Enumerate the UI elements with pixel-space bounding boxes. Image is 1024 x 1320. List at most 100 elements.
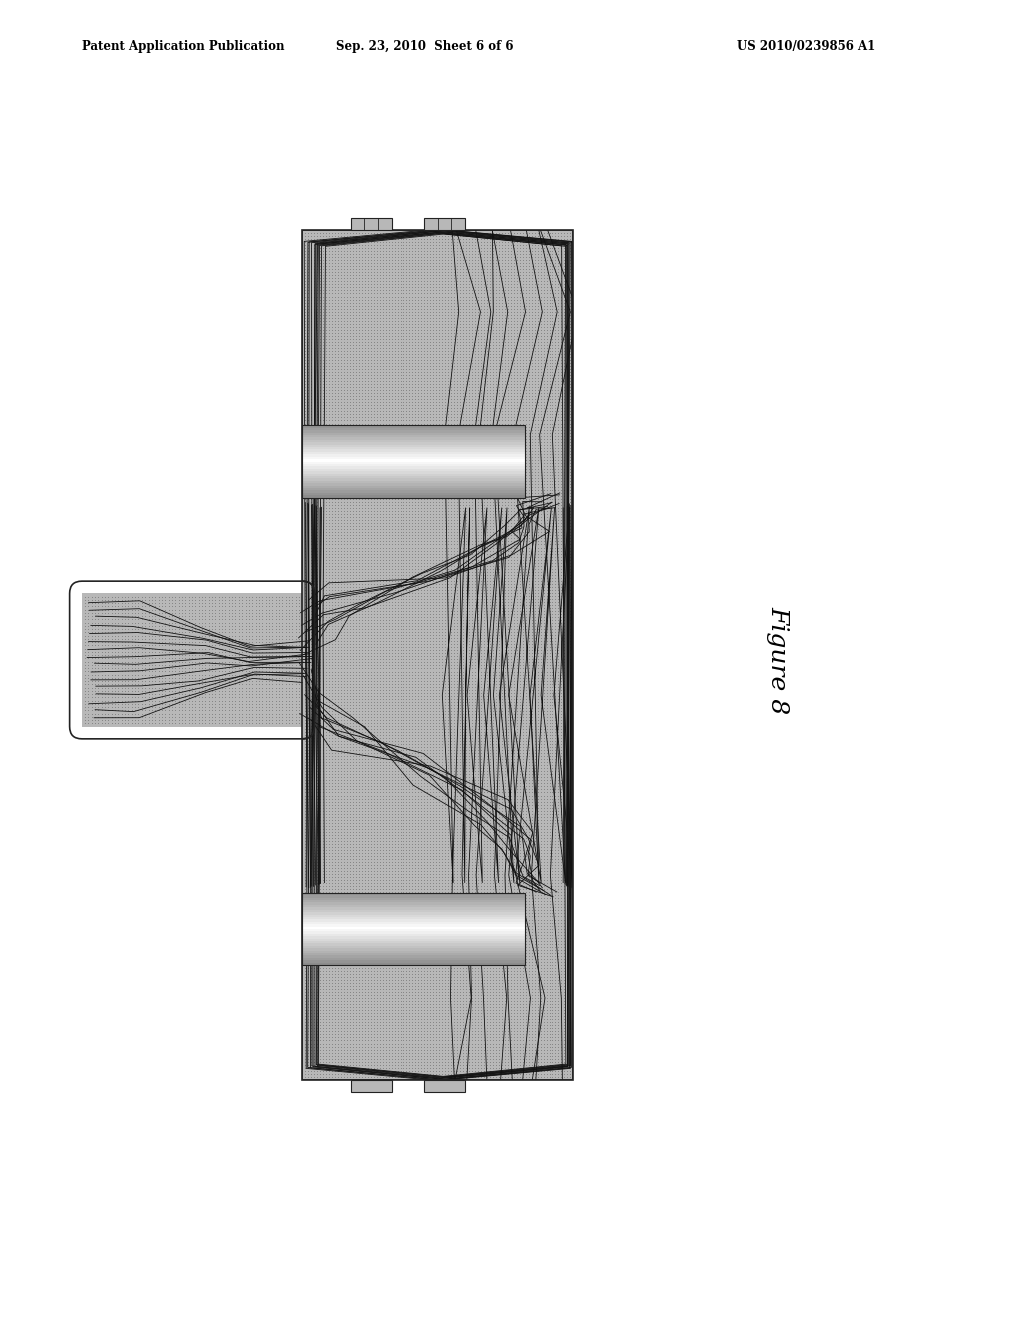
Point [422, 948, 438, 969]
Point [306, 628, 323, 649]
Point [559, 292, 575, 313]
Point [520, 498, 537, 519]
Point [479, 900, 496, 921]
Point [455, 924, 471, 945]
Point [503, 624, 519, 645]
Point [455, 453, 471, 474]
Point [416, 606, 432, 627]
Point [440, 549, 457, 570]
Point [452, 411, 468, 432]
Point [359, 896, 376, 917]
Point [431, 909, 447, 931]
Point [356, 688, 373, 709]
Point [458, 570, 474, 591]
Point [93, 671, 110, 692]
Point [345, 352, 361, 374]
Point [532, 795, 549, 816]
Point [464, 610, 480, 631]
Point [526, 1067, 543, 1088]
Point [520, 945, 537, 966]
Point [362, 498, 379, 519]
Point [333, 343, 349, 364]
Point [529, 1067, 546, 1088]
Point [317, 933, 334, 954]
Point [506, 858, 522, 879]
Point [553, 546, 569, 568]
Point [339, 371, 355, 392]
Point [425, 564, 441, 585]
Point [517, 483, 534, 504]
Point [284, 602, 300, 623]
Point [461, 915, 477, 936]
Point [503, 355, 519, 376]
Point [327, 591, 343, 612]
Point [514, 706, 530, 727]
Point [517, 975, 534, 997]
Point [380, 486, 396, 507]
Point [526, 507, 543, 528]
Point [321, 252, 337, 273]
Point [512, 999, 528, 1020]
Point [500, 319, 516, 341]
Point [446, 507, 463, 528]
Point [434, 444, 451, 465]
Point [481, 1055, 498, 1076]
Point [487, 528, 504, 549]
Point [312, 308, 329, 329]
Point [347, 961, 364, 982]
Point [526, 715, 543, 737]
Point [333, 727, 349, 748]
Point [422, 376, 438, 397]
Point [479, 308, 496, 329]
Point [143, 589, 160, 610]
Point [556, 985, 572, 1006]
Point [500, 416, 516, 437]
Point [547, 713, 563, 734]
Point [270, 710, 287, 731]
Point [297, 824, 313, 845]
Point [345, 652, 361, 673]
Point [425, 389, 441, 411]
Point [392, 1048, 409, 1069]
Point [359, 833, 376, 854]
Point [476, 437, 493, 458]
Point [509, 882, 525, 903]
Point [500, 821, 516, 842]
Point [434, 1015, 451, 1036]
Point [550, 268, 566, 289]
Point [342, 525, 358, 546]
Point [408, 906, 424, 927]
Point [446, 440, 463, 461]
Point [297, 240, 313, 261]
Point [446, 867, 463, 888]
Point [512, 873, 528, 894]
Point [458, 334, 474, 355]
Point [306, 603, 323, 624]
Point [375, 952, 391, 973]
Point [523, 579, 540, 601]
Point [497, 685, 513, 706]
Point [425, 704, 441, 725]
Point [470, 1034, 486, 1055]
Point [312, 223, 329, 244]
Point [398, 546, 415, 568]
Point [375, 755, 391, 776]
Point [330, 549, 346, 570]
Point [419, 921, 435, 942]
Point [314, 961, 331, 982]
Point [353, 512, 370, 533]
Point [425, 304, 441, 325]
Point [539, 840, 555, 861]
Point [500, 292, 516, 313]
Point [395, 573, 412, 594]
Point [425, 891, 441, 912]
Point [539, 428, 555, 449]
Point [378, 706, 394, 727]
Point [526, 718, 543, 739]
Point [347, 921, 364, 942]
Point [473, 809, 489, 830]
Point [187, 631, 204, 652]
Point [300, 329, 316, 350]
Point [536, 760, 552, 781]
Point [303, 568, 319, 589]
